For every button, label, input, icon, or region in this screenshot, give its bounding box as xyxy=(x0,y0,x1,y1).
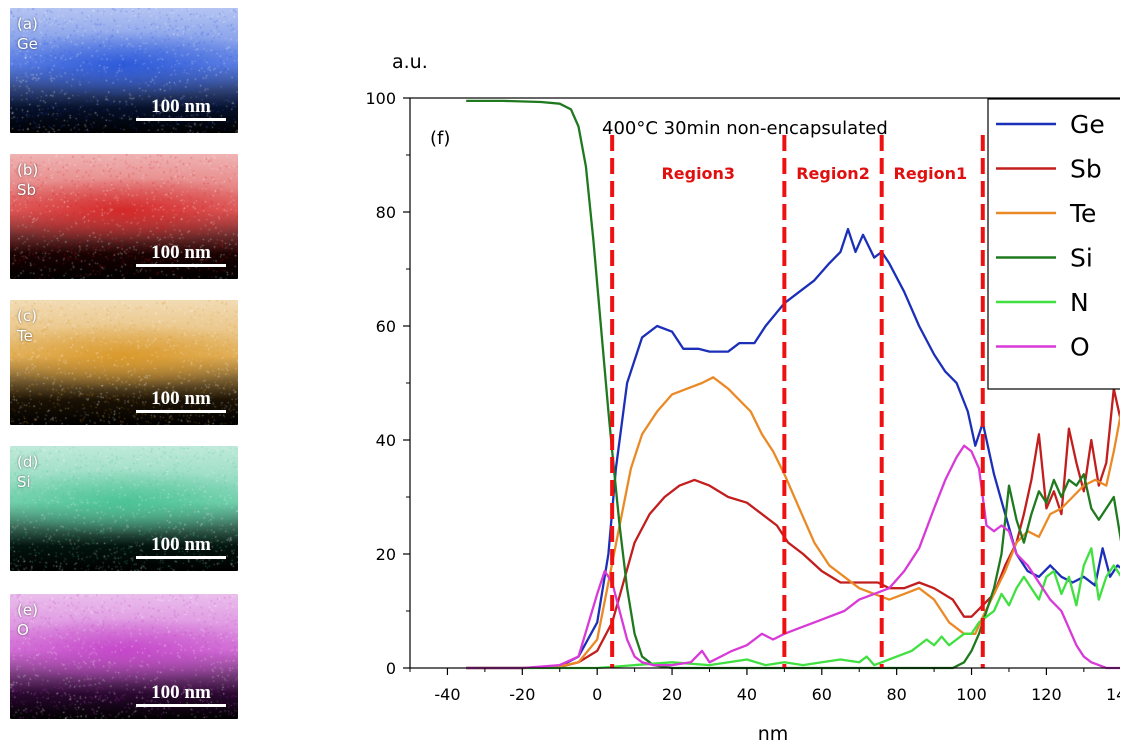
legend-label: Ge xyxy=(1070,110,1105,139)
map-speckle xyxy=(10,8,238,133)
series-line-sb xyxy=(466,387,1120,670)
map-panel-sb: (b) Sb 100 nm xyxy=(10,154,238,279)
map-panel-te: (c) Te 100 nm xyxy=(10,300,238,425)
scale-bar-line xyxy=(136,556,226,559)
y-axis-label: a.u. xyxy=(392,51,428,73)
scale-bar: 100 nm xyxy=(136,243,226,267)
panel-label-f: (f) xyxy=(430,128,450,149)
legend-label: Sb xyxy=(1070,155,1102,184)
x-tick-label: 20 xyxy=(662,685,682,704)
scale-bar-label: 100 nm xyxy=(151,96,211,117)
scale-bar: 100 nm xyxy=(136,683,226,707)
y-tick-label: 40 xyxy=(376,431,396,450)
x-tick-label: 100 xyxy=(956,685,987,704)
panel-element: Sb xyxy=(17,181,37,199)
series-line-o xyxy=(466,444,1120,670)
region-label: Region3 xyxy=(661,164,735,183)
x-axis-label: nm xyxy=(758,723,789,745)
scale-bar-label: 100 nm xyxy=(151,682,211,703)
x-tick-label: 40 xyxy=(737,685,757,704)
panel-element: Te xyxy=(17,327,33,345)
legend-label: Te xyxy=(1069,199,1096,228)
map-speckle xyxy=(10,154,238,279)
map-panel-si: (d) Si 100 nm xyxy=(10,446,238,571)
scale-bar-line xyxy=(136,118,226,121)
y-tick-label: 0 xyxy=(386,659,396,678)
legend-label: O xyxy=(1070,333,1090,362)
y-tick-label: 60 xyxy=(376,317,396,336)
x-tick-label: 0 xyxy=(592,685,602,704)
map-speckle xyxy=(10,594,238,719)
scale-bar-label: 100 nm xyxy=(151,242,211,263)
x-tick-label: 140 xyxy=(1106,685,1120,704)
region-label: Region1 xyxy=(894,164,968,183)
y-tick-label: 80 xyxy=(376,203,396,222)
x-tick-label: 120 xyxy=(1031,685,1062,704)
legend-label: N xyxy=(1070,288,1089,317)
x-tick-label: -40 xyxy=(434,685,460,704)
map-panel-ge: (a) Ge 100 nm xyxy=(10,8,238,133)
map-speckle xyxy=(10,446,238,571)
map-speckle xyxy=(10,300,238,425)
panel-element: Si xyxy=(17,473,31,491)
scale-bar-line xyxy=(136,410,226,413)
panel-tag: (a) xyxy=(17,15,38,33)
scale-bar: 100 nm xyxy=(136,535,226,559)
y-tick-label: 100 xyxy=(365,89,396,108)
x-tick-label: 80 xyxy=(886,685,906,704)
series-line-te xyxy=(466,376,1120,670)
x-tick-label: 60 xyxy=(812,685,832,704)
map-panel-o: (e) O 100 nm xyxy=(10,594,238,719)
scale-bar-label: 100 nm xyxy=(151,534,211,555)
region-label: Region2 xyxy=(796,164,870,183)
panel-tag: (d) xyxy=(17,453,39,471)
panel-element: Ge xyxy=(17,35,38,53)
scale-bar-line xyxy=(136,264,226,267)
panel-tag: (b) xyxy=(17,161,39,179)
series-line-ge xyxy=(466,227,1120,670)
y-tick-label: 20 xyxy=(376,545,396,564)
x-tick-label: -20 xyxy=(509,685,535,704)
legend-box xyxy=(987,98,1120,390)
scale-bar-label: 100 nm xyxy=(151,388,211,409)
scale-bar: 100 nm xyxy=(136,389,226,413)
line-chart: a.u. nm Region3Region2Region1surface (f)… xyxy=(365,51,1120,745)
series-line-n xyxy=(466,547,1120,670)
panel-tag: (e) xyxy=(17,601,38,619)
legend-label: Si xyxy=(1070,244,1093,273)
scale-bar: 100 nm xyxy=(136,97,226,121)
panel-element: O xyxy=(17,621,29,639)
chart-title: 400°C 30min non-encapsulated xyxy=(602,118,888,139)
scale-bar-line xyxy=(136,704,226,707)
panel-tag: (c) xyxy=(17,307,37,325)
